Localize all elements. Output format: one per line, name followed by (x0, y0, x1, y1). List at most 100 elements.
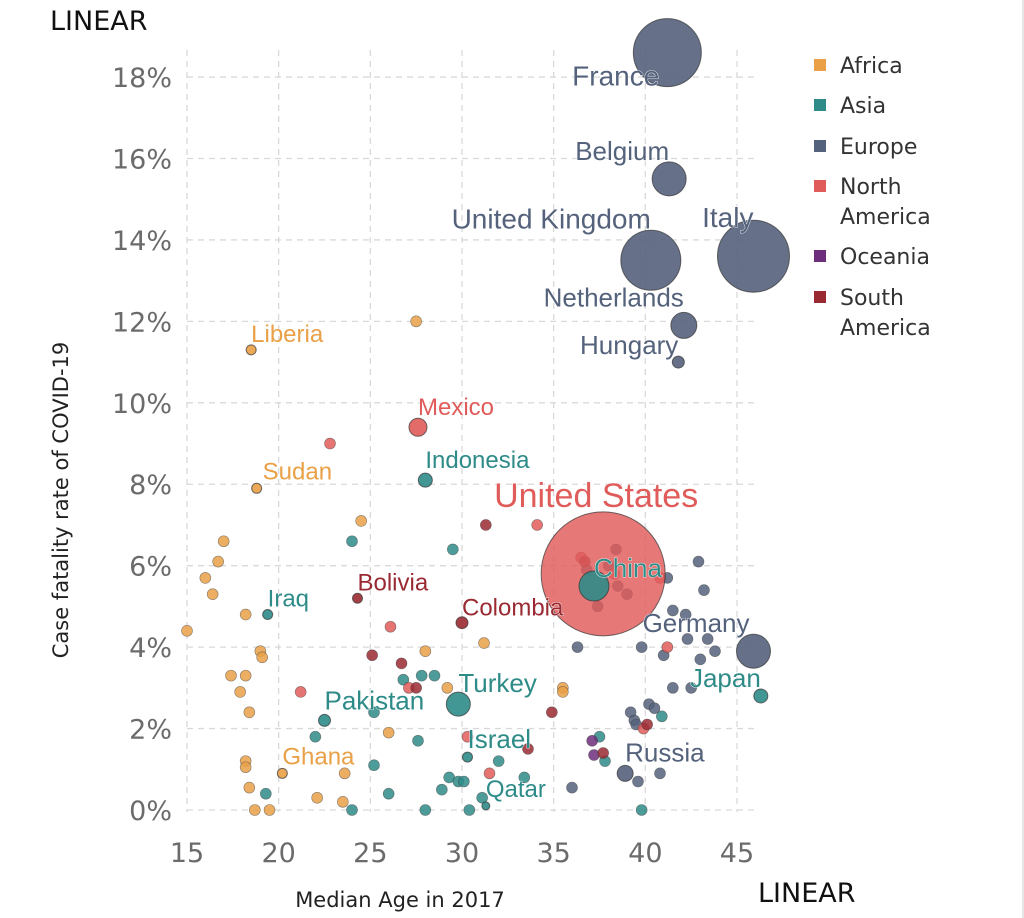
data-point[interactable] (243, 706, 256, 719)
data-point[interactable] (692, 555, 705, 568)
data-point[interactable] (447, 543, 459, 556)
data-point[interactable] (410, 315, 422, 328)
data-point[interactable] (338, 767, 351, 780)
data-point[interactable] (337, 796, 349, 808)
data-point[interactable] (694, 653, 707, 666)
data-point[interactable] (366, 649, 378, 662)
data-point[interactable] (181, 625, 193, 637)
data-point[interactable] (480, 519, 492, 531)
y-scale-label[interactable]: LINEAR (50, 6, 148, 37)
data-point[interactable] (667, 682, 679, 694)
data-point[interactable] (463, 804, 476, 816)
data-point[interactable] (249, 804, 261, 816)
data-point[interactable] (311, 791, 323, 804)
data-point[interactable] (441, 682, 454, 694)
data-point[interactable] (654, 767, 666, 780)
data-point-qatar[interactable] (481, 801, 491, 811)
data-point[interactable] (566, 781, 578, 794)
data-point-hungary[interactable] (671, 355, 685, 369)
data-point[interactable] (709, 645, 721, 657)
data-point[interactable] (346, 535, 358, 548)
data-point[interactable] (368, 706, 380, 719)
x-scale-label[interactable]: LINEAR (758, 878, 856, 909)
data-point[interactable] (419, 804, 432, 816)
data-point[interactable] (632, 775, 644, 788)
data-point-china[interactable] (578, 570, 610, 602)
data-point[interactable] (419, 645, 432, 657)
data-point[interactable] (397, 673, 410, 686)
data-point-france[interactable] (632, 18, 702, 88)
data-point[interactable] (685, 682, 697, 694)
data-point-turkey[interactable] (445, 691, 471, 717)
data-point[interactable] (641, 718, 653, 731)
data-point[interactable] (355, 515, 367, 527)
data-point-liberia[interactable] (245, 344, 257, 356)
data-point[interactable] (256, 651, 268, 664)
data-point[interactable] (661, 641, 674, 653)
data-point[interactable] (225, 669, 237, 682)
data-point[interactable] (656, 710, 668, 723)
data-point[interactable] (234, 686, 246, 698)
data-point[interactable] (492, 755, 505, 767)
data-point-bolivia[interactable] (351, 592, 363, 604)
data-point-pakistan[interactable] (317, 713, 331, 727)
data-point[interactable] (648, 702, 661, 715)
data-point[interactable] (239, 608, 252, 621)
data-point-sudan[interactable] (251, 482, 263, 494)
data-point-italy[interactable] (716, 219, 790, 293)
data-point-colombia[interactable] (455, 616, 469, 630)
data-point[interactable] (324, 437, 336, 450)
data-point[interactable] (239, 669, 252, 682)
data-point-ghana[interactable] (276, 767, 288, 779)
data-point[interactable] (681, 633, 694, 645)
data-point-mexico[interactable] (408, 417, 428, 437)
data-point[interactable] (531, 519, 543, 531)
data-point[interactable] (368, 759, 380, 772)
data-point[interactable] (309, 730, 322, 743)
data-point[interactable] (239, 761, 252, 774)
data-point[interactable] (586, 734, 598, 747)
data-point[interactable] (382, 726, 395, 739)
data-point[interactable] (458, 775, 470, 788)
data-point-israel[interactable] (461, 751, 473, 763)
data-point[interactable] (518, 771, 531, 784)
data-point[interactable] (294, 686, 307, 698)
data-point[interactable] (415, 669, 428, 682)
data-point-netherlands[interactable] (670, 311, 698, 339)
data-point[interactable] (199, 572, 212, 584)
data-point[interactable] (571, 641, 584, 653)
data-point[interactable] (698, 584, 710, 596)
data-point[interactable] (206, 588, 219, 600)
data-point[interactable] (382, 787, 395, 800)
data-point[interactable] (212, 555, 224, 568)
data-point-russia[interactable] (616, 764, 634, 782)
data-point[interactable] (597, 747, 609, 759)
data-point[interactable] (679, 608, 692, 621)
data-point[interactable] (667, 604, 679, 617)
data-point[interactable] (557, 686, 569, 698)
data-point[interactable] (428, 669, 441, 682)
data-point[interactable] (701, 633, 714, 645)
data-point[interactable] (461, 730, 474, 743)
data-point[interactable] (635, 804, 648, 816)
data-point[interactable] (546, 706, 558, 719)
data-point[interactable] (243, 781, 256, 794)
data-point-germany[interactable] (735, 633, 771, 669)
data-point[interactable] (476, 791, 488, 804)
data-point[interactable] (478, 637, 490, 649)
data-point[interactable] (483, 767, 496, 780)
data-point-belgium[interactable] (651, 161, 687, 197)
data-point[interactable] (260, 787, 272, 800)
data-point[interactable] (384, 620, 397, 633)
data-point[interactable] (522, 743, 534, 755)
data-point[interactable] (346, 804, 358, 816)
data-point[interactable] (410, 682, 422, 694)
data-point[interactable] (436, 783, 448, 796)
data-point-iraq[interactable] (262, 609, 274, 621)
data-point[interactable] (217, 535, 230, 548)
data-point[interactable] (263, 804, 276, 816)
data-point[interactable] (412, 734, 424, 747)
data-point[interactable] (395, 657, 408, 670)
data-point-united-kingdom[interactable] (620, 229, 682, 291)
data-point-indonesia[interactable] (417, 472, 433, 488)
